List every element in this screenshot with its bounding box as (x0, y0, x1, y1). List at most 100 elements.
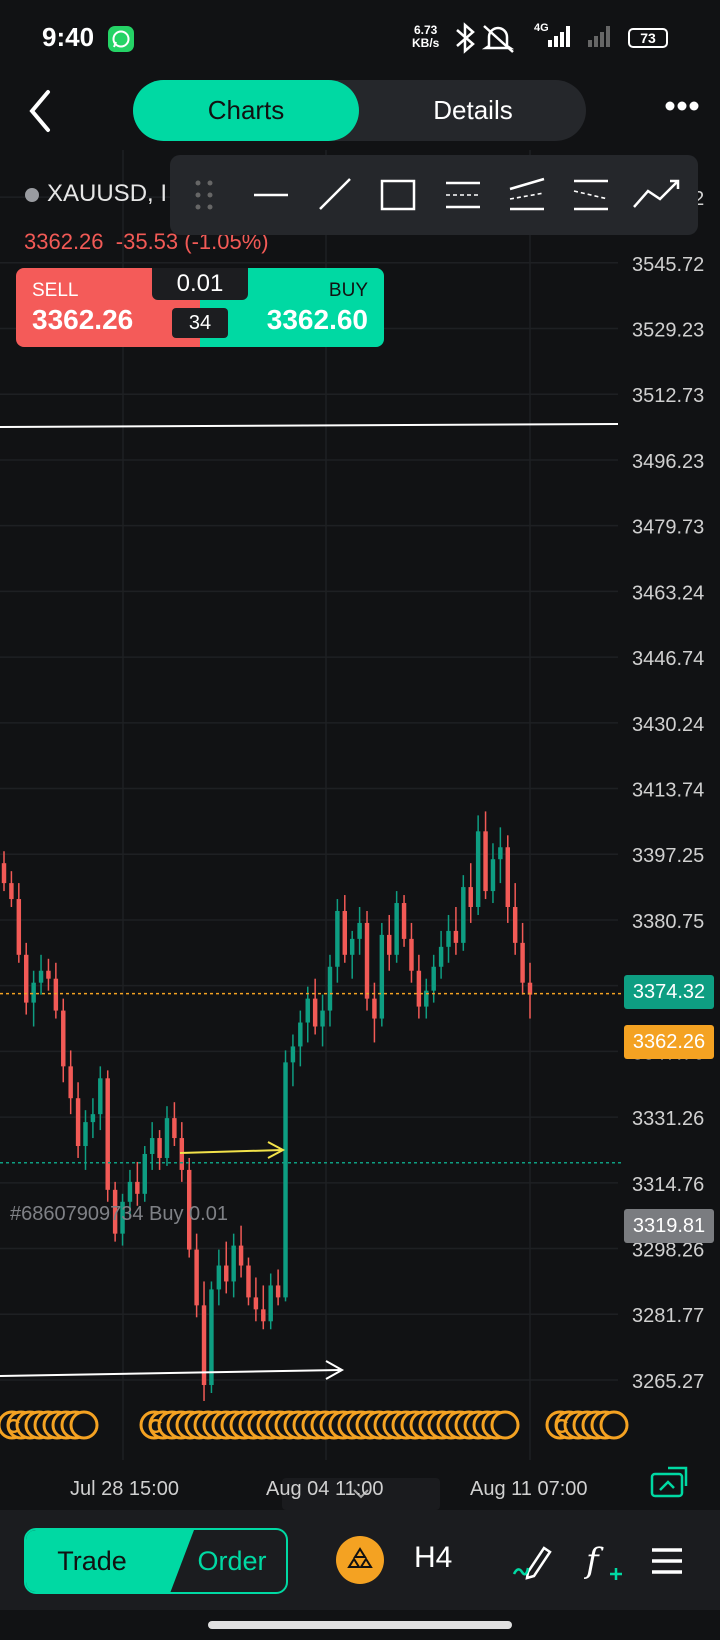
tab-charts[interactable]: Charts (133, 80, 359, 141)
candle (527, 962, 533, 1019)
last-price: 3362.26 (24, 229, 104, 254)
drag-handle-icon (195, 180, 213, 210)
trade-button[interactable]: Trade (26, 1530, 194, 1592)
candle-body (90, 1114, 96, 1123)
drawn-level-line (0, 423, 619, 429)
candle-body (290, 1046, 296, 1063)
candle (505, 835, 510, 923)
candle-body (224, 1265, 229, 1282)
candle-body (16, 899, 22, 955)
candle (424, 978, 429, 1019)
y-tick-label: 3397.25 (632, 845, 704, 867)
candle-body (201, 1305, 207, 1386)
candle (409, 922, 414, 983)
network-speed-value: 6.73 (413, 23, 438, 37)
candle (372, 982, 377, 1043)
candle-body (387, 934, 392, 955)
candle (387, 914, 392, 971)
candle (142, 1146, 147, 1202)
rectangle-icon (380, 179, 416, 211)
timeframe-button[interactable]: H4 (414, 1541, 453, 1574)
candle (46, 958, 51, 991)
home-indicator[interactable] (208, 1621, 512, 1629)
buy-button[interactable]: BUY 3362.60 (200, 268, 384, 347)
candle (320, 994, 325, 1047)
candle-body (438, 946, 444, 967)
y-tick-label: 3265.27 (632, 1371, 704, 1393)
order-marker-ring (69, 1410, 99, 1440)
buy-label: BUY (328, 280, 368, 301)
back-button[interactable] (22, 86, 66, 136)
draw-pen-icon[interactable] (510, 1540, 554, 1580)
indicator-fx-icon[interactable]: f (583, 1536, 628, 1584)
candle-body (424, 990, 429, 1007)
y-tick-label: 3463.24 (632, 582, 704, 604)
candle (461, 875, 466, 951)
candle-body (31, 982, 36, 1003)
candle-body (112, 1189, 118, 1234)
candle-body (172, 1118, 177, 1139)
y-tick-label: 3545.72 (632, 254, 704, 276)
candle (1, 851, 7, 892)
candle-body (416, 970, 422, 1007)
candle (394, 891, 399, 963)
whatsapp-icon (108, 26, 134, 52)
candle-body (357, 922, 362, 939)
candle-body (1, 863, 7, 884)
candle-body (372, 998, 377, 1019)
candle-body (275, 1285, 281, 1298)
candle-body (320, 1010, 325, 1027)
candle-body (253, 1297, 259, 1310)
candle (261, 1285, 266, 1330)
candle-body (261, 1309, 266, 1322)
y-tick-label: 3380.75 (632, 911, 704, 933)
candle (90, 1098, 96, 1139)
candle-body (468, 887, 473, 908)
candle (238, 1225, 244, 1278)
candle (224, 1241, 229, 1294)
collapse-handle[interactable] (282, 1478, 440, 1510)
candle-body (186, 1169, 192, 1250)
more-options-icon[interactable] (664, 98, 700, 114)
y-tick-label: 3529.23 (632, 319, 704, 341)
candle-body (157, 1138, 162, 1158)
candle-body (401, 903, 407, 939)
candle (98, 1066, 103, 1131)
candle-body (342, 910, 348, 955)
candle (216, 1249, 222, 1306)
candle-body (120, 1201, 125, 1234)
candle (342, 895, 348, 963)
candle-body (483, 831, 488, 892)
candle-body (364, 922, 370, 999)
price-chart[interactable]: 3562.223545.723529.233512.733496.233479.… (0, 150, 720, 1470)
candle (9, 871, 14, 908)
y-tick-label: 3281.77 (632, 1305, 704, 1327)
tab-details[interactable]: Details (433, 95, 513, 125)
candle (349, 930, 355, 979)
order-line-label[interactable]: #68607909734 Buy 0.01 (10, 1203, 228, 1225)
candle-body (512, 907, 518, 943)
candle-body (216, 1265, 222, 1290)
candle-body (305, 998, 310, 1023)
candle-body (298, 1022, 303, 1047)
screenshot-icon[interactable] (648, 1466, 690, 1500)
order-marker-letter: C (6, 1416, 20, 1438)
menu-icon[interactable] (650, 1546, 684, 1576)
y-tick-label: 3446.74 (632, 648, 704, 670)
symbol-name[interactable]: XAUUSD, I (47, 180, 168, 207)
y-tick-label: 3314.76 (632, 1174, 704, 1196)
candle (16, 883, 22, 963)
candle (512, 883, 518, 955)
candle (290, 1034, 296, 1087)
candle-body (75, 1098, 81, 1147)
candle (209, 1281, 214, 1393)
y-tick-label: 3479.73 (632, 517, 704, 539)
candle (431, 954, 436, 1003)
lot-size-input[interactable]: 0.01 (152, 268, 248, 300)
order-button[interactable]: Order (197, 1545, 267, 1576)
candle-body (9, 883, 14, 900)
candle-body (24, 954, 29, 1003)
spread-badge: 34 (172, 308, 228, 338)
gold-icon[interactable] (336, 1536, 384, 1584)
candle (312, 978, 318, 1035)
